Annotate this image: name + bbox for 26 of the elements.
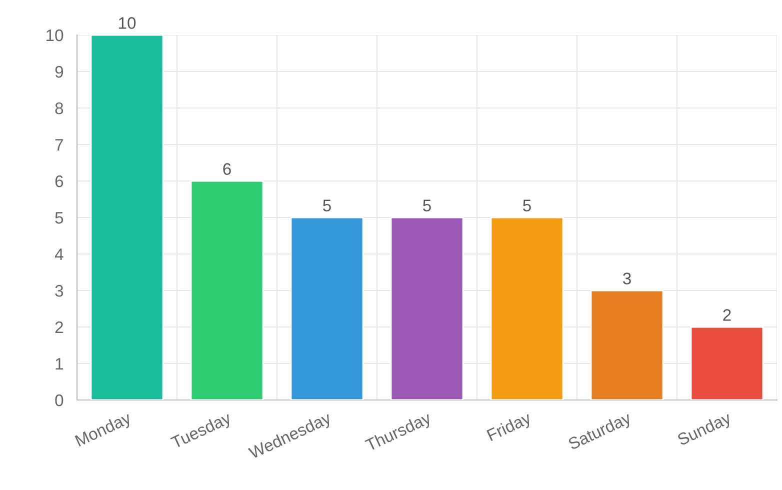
bar	[490, 216, 564, 400]
y-tick-label: 2	[55, 321, 63, 334]
y-tick-label: 7	[55, 139, 63, 151]
data-label: 5	[523, 200, 531, 212]
y-tick-label: 10	[46, 29, 64, 42]
bar	[590, 290, 664, 400]
bar	[690, 326, 764, 400]
y-tick-label: 0	[55, 394, 64, 406]
data-label: 6	[223, 163, 231, 175]
y-tick-label: 3	[55, 284, 64, 297]
y-tick-label: 1	[56, 358, 63, 370]
data-label: 5	[423, 200, 431, 212]
data-label: 2	[723, 309, 731, 321]
data-label: 3	[623, 272, 631, 284]
y-tick-label: 5	[55, 212, 64, 224]
data-label: 10	[119, 17, 136, 29]
y-tick-label: 9	[55, 66, 64, 78]
data-label: 5	[323, 200, 331, 212]
bar	[290, 216, 364, 400]
bar	[190, 180, 264, 400]
bar	[90, 35, 164, 400]
bar	[390, 216, 464, 400]
y-tick-label: 6	[55, 175, 64, 188]
x-tick-label: Friday	[486, 411, 534, 444]
y-tick-label: 4	[54, 248, 64, 260]
y-tick-label: 8	[55, 102, 64, 114]
